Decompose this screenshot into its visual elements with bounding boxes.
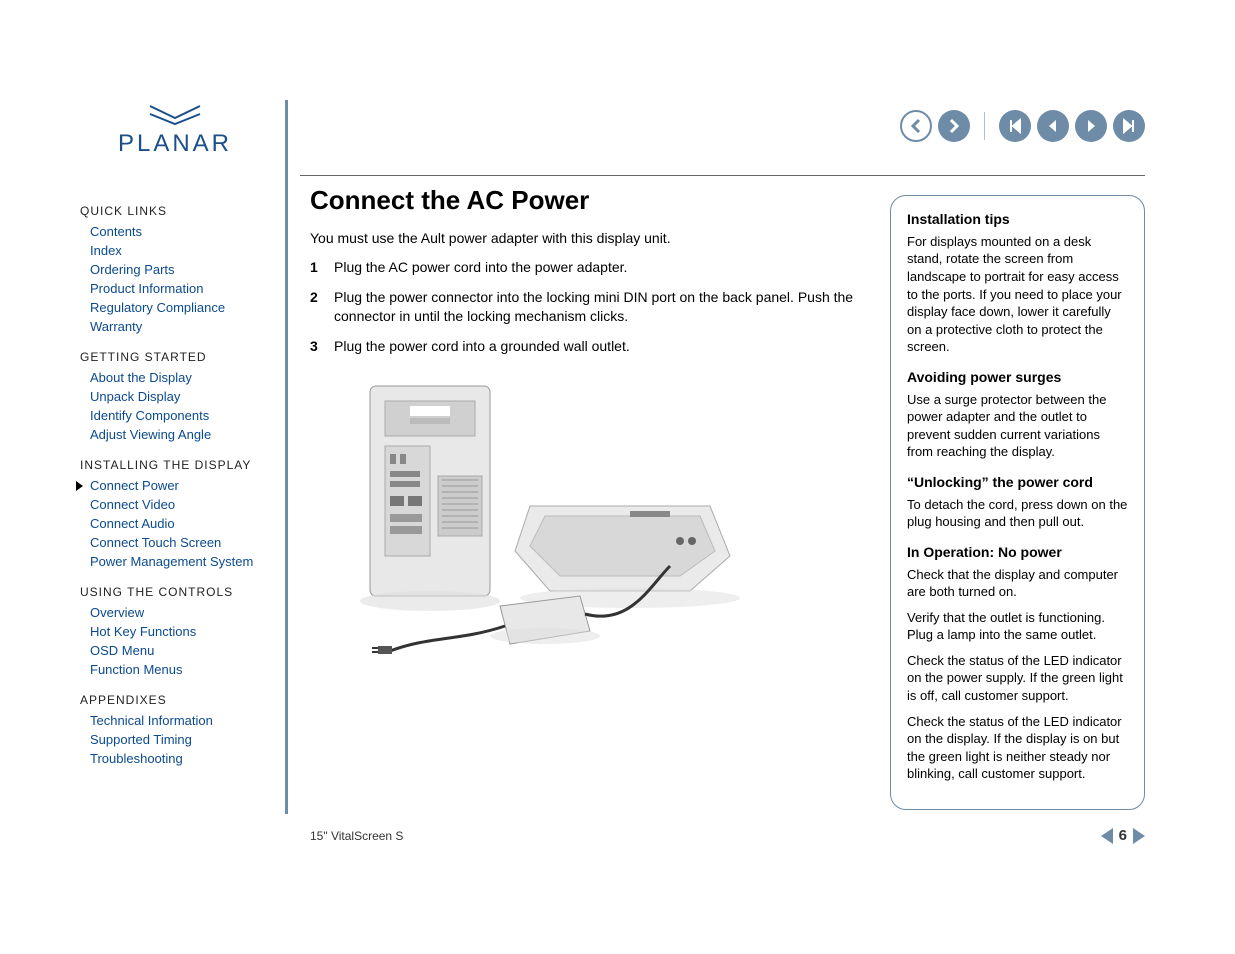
sidebar-link[interactable]: Connect Touch Screen <box>90 533 280 552</box>
next-page-button[interactable] <box>1075 110 1107 142</box>
sidebar-nav: QUICK LINKS ContentsIndexOrdering PartsPr… <box>80 190 280 768</box>
sidebar-link[interactable]: Connect Audio <box>90 514 280 533</box>
planar-mark-icon <box>140 100 210 128</box>
page-title: Connect the AC Power <box>310 185 865 216</box>
product-label: 15" VitalScreen S <box>310 829 403 843</box>
tip-paragraph: Use a surge protector between the power … <box>907 391 1128 461</box>
history-forward-button[interactable] <box>938 110 970 142</box>
sidebar-link[interactable]: Troubleshooting <box>90 749 280 768</box>
sidebar-section-header: USING THE CONTROLS <box>80 585 280 599</box>
prev-page-button[interactable] <box>1037 110 1069 142</box>
instruction-step: 1 Plug the AC power cord into the power a… <box>310 258 865 278</box>
tip-paragraph: Check the status of the LED indicator on… <box>907 652 1128 705</box>
sidebar-link[interactable]: Unpack Display <box>90 387 280 406</box>
tip-heading: Avoiding power surges <box>907 368 1128 387</box>
tip-paragraph: For displays mounted on a desk stand, ro… <box>907 233 1128 356</box>
pager-prev-button[interactable] <box>1101 828 1113 844</box>
sidebar-link[interactable]: Connect Video <box>90 495 280 514</box>
history-back-button[interactable] <box>900 110 932 142</box>
step-number: 2 <box>310 288 324 327</box>
first-page-button[interactable] <box>999 110 1031 142</box>
sidebar-link[interactable]: Overview <box>90 603 280 622</box>
vertical-divider <box>285 100 288 814</box>
pager-next-button[interactable] <box>1133 828 1145 844</box>
tip-paragraph: To detach the cord, press down on the pl… <box>907 496 1128 531</box>
tip-paragraph: Verify that the outlet is functioning. P… <box>907 609 1128 644</box>
sidebar-link[interactable]: Warranty <box>90 317 280 336</box>
sidebar-section-header: INSTALLING THE DISPLAY <box>80 458 280 472</box>
last-page-button[interactable] <box>1113 110 1145 142</box>
sidebar-link[interactable]: Connect Power <box>90 476 280 495</box>
step-text: Plug the AC power cord into the power ad… <box>334 258 627 278</box>
tip-heading: In Operation: No power <box>907 543 1128 562</box>
tips-panel: Installation tips For displays mounted on… <box>890 195 1145 810</box>
intro-text: You must use the Ault power adapter with… <box>310 230 865 246</box>
sidebar-link[interactable]: Regulatory Compliance <box>90 298 280 317</box>
brand-name: PLANAR <box>90 130 260 158</box>
tip-paragraph: Check that the display and computer are … <box>907 566 1128 601</box>
step-number: 1 <box>310 258 324 278</box>
sidebar-link[interactable]: Contents <box>90 222 280 241</box>
sidebar-link[interactable]: OSD Menu <box>90 641 280 660</box>
page-pager: 6 <box>1101 827 1145 844</box>
tip-heading: Installation tips <box>907 210 1128 229</box>
sidebar-section-header: APPENDIXES <box>80 693 280 707</box>
tip-paragraph: Check the status of the LED indicator on… <box>907 713 1128 783</box>
sidebar-link[interactable]: Technical Information <box>90 711 280 730</box>
sidebar-link[interactable]: Index <box>90 241 280 260</box>
sidebar-link[interactable]: Ordering Parts <box>90 260 280 279</box>
top-nav-buttons <box>900 110 1145 142</box>
page-number: 6 <box>1119 827 1127 844</box>
sidebar-link[interactable]: Product Information <box>90 279 280 298</box>
sidebar-link[interactable]: Adjust Viewing Angle <box>90 425 280 444</box>
step-text: Plug the power cord into a grounded wall… <box>334 337 630 357</box>
sidebar-link[interactable]: Hot Key Functions <box>90 622 280 641</box>
instruction-step: 2 Plug the power connector into the locki… <box>310 288 865 327</box>
sidebar-link[interactable]: Power Management System <box>90 552 280 571</box>
nav-separator <box>984 112 985 140</box>
sidebar-section-header: QUICK LINKS <box>80 204 280 218</box>
sidebar-link[interactable]: Identify Components <box>90 406 280 425</box>
tip-heading: “Unlocking” the power cord <box>907 473 1128 492</box>
sidebar-section-header: GETTING STARTED <box>80 350 280 364</box>
header-rule <box>300 175 1145 176</box>
power-connection-illustration <box>330 376 750 676</box>
step-number: 3 <box>310 337 324 357</box>
sidebar-link[interactable]: Supported Timing <box>90 730 280 749</box>
sidebar-link[interactable]: About the Display <box>90 368 280 387</box>
brand-logo: PLANAR <box>90 100 260 158</box>
step-text: Plug the power connector into the lockin… <box>334 288 865 327</box>
page-footer: 15" VitalScreen S 6 <box>310 827 1145 844</box>
main-content: Connect the AC Power You must use the Au… <box>310 185 865 676</box>
sidebar-link[interactable]: Function Menus <box>90 660 280 679</box>
instruction-step: 3 Plug the power cord into a grounded wal… <box>310 337 865 357</box>
